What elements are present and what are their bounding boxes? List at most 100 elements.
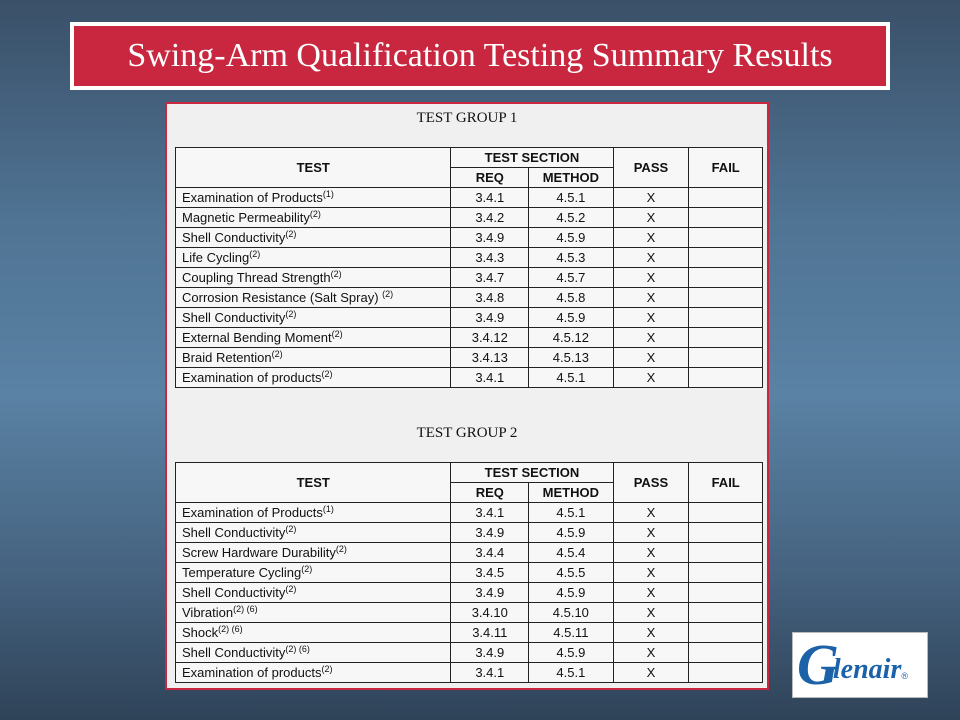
group-1-title: TEST GROUP 1 bbox=[416, 110, 518, 126]
cell-req: 3.4.9 bbox=[450, 227, 530, 248]
footnote-ref: (2) bbox=[285, 583, 297, 594]
cell-pass: X bbox=[612, 662, 690, 683]
cell-fail bbox=[688, 662, 763, 683]
cell-pass: X bbox=[612, 367, 690, 388]
cell-method: 4.5.1 bbox=[528, 367, 614, 388]
cell-req: 3.4.7 bbox=[450, 267, 530, 288]
cell-req: 3.4.11 bbox=[450, 622, 530, 643]
cell-pass: X bbox=[612, 247, 690, 268]
cell-pass: X bbox=[612, 307, 690, 328]
test-name: Examination of products bbox=[182, 664, 322, 680]
test-name: Shell Conductivity bbox=[182, 644, 286, 660]
cell-test: Vibration(2) (6) bbox=[174, 602, 452, 623]
test-name: Vibration bbox=[182, 604, 234, 620]
cell-method: 4.5.1 bbox=[528, 187, 614, 208]
cell-test: Shell Conductivity(2) bbox=[174, 227, 452, 248]
cell-test: Temperature Cycling(2) bbox=[174, 562, 452, 583]
cell-req: 3.4.2 bbox=[450, 207, 530, 228]
table-row: Shell Conductivity(2) 3.4.9 4.5.9 X bbox=[174, 307, 763, 328]
cell-fail bbox=[688, 642, 763, 663]
cell-req: 3.4.9 bbox=[450, 642, 530, 663]
cell-method: 4.5.2 bbox=[528, 207, 614, 228]
cell-fail bbox=[688, 622, 763, 643]
logo-initial: G bbox=[797, 632, 839, 697]
cell-pass: X bbox=[612, 267, 690, 288]
header-req: REQ bbox=[450, 167, 530, 188]
cell-test: Screw Hardware Durability(2) bbox=[174, 542, 452, 563]
cell-test: Examination of products(2) bbox=[174, 367, 452, 388]
cell-test: Coupling Thread Strength(2) bbox=[174, 267, 452, 288]
header-fail: FAIL bbox=[688, 462, 763, 503]
cell-method: 4.5.12 bbox=[528, 327, 614, 348]
cell-pass: X bbox=[612, 207, 690, 228]
cell-pass: X bbox=[612, 582, 690, 603]
group-2-body: Examination of Products(1) 3.4.1 4.5.1 X She… bbox=[174, 502, 763, 683]
footnote-ref: (2) bbox=[301, 563, 313, 574]
footnote-ref: (2) bbox=[330, 268, 342, 279]
test-name: Shell Conductivity bbox=[182, 309, 286, 325]
test-name: Shell Conductivity bbox=[182, 229, 286, 245]
cell-test: Shock(2) (6) bbox=[174, 622, 452, 643]
table-row: Examination of Products(1) 3.4.1 4.5.1 X bbox=[174, 187, 763, 208]
footnote-ref: (2) bbox=[309, 208, 321, 219]
header-pass: PASS bbox=[612, 147, 690, 188]
table-row: Braid Retention(2) 3.4.13 4.5.13 X bbox=[174, 347, 763, 368]
cell-fail bbox=[688, 267, 763, 288]
group-1-body: Examination of Products(1) 3.4.1 4.5.1 X Mag… bbox=[174, 187, 763, 388]
cell-method: 4.5.9 bbox=[528, 642, 614, 663]
cell-fail bbox=[688, 562, 763, 583]
cell-req: 3.4.3 bbox=[450, 247, 530, 268]
header-fail: FAIL bbox=[688, 147, 763, 188]
cell-method: 4.5.3 bbox=[528, 247, 614, 268]
cell-pass: X bbox=[612, 602, 690, 623]
cell-pass: X bbox=[612, 287, 690, 308]
table-row: Life Cycling(2) 3.4.3 4.5.3 X bbox=[174, 247, 763, 268]
cell-pass: X bbox=[612, 542, 690, 563]
cell-fail bbox=[688, 602, 763, 623]
cell-method: 4.5.5 bbox=[528, 562, 614, 583]
cell-test: Shell Conductivity(2) (6) bbox=[174, 642, 452, 663]
cell-req: 3.4.1 bbox=[450, 187, 530, 208]
table-row: Coupling Thread Strength(2) 3.4.7 4.5.7 X bbox=[174, 267, 763, 288]
cell-fail bbox=[688, 542, 763, 563]
cell-fail bbox=[688, 247, 763, 268]
table-row: Shell Conductivity(2) 3.4.9 4.5.9 X bbox=[174, 227, 763, 248]
document-panel: TEST GROUP 1 TEST TEST SECTION PASS FAIL… bbox=[165, 102, 769, 690]
table-row: Shell Conductivity(2) 3.4.9 4.5.9 X bbox=[174, 522, 763, 543]
header-method: METHOD bbox=[528, 482, 614, 503]
cell-fail bbox=[688, 327, 763, 348]
cell-pass: X bbox=[612, 522, 690, 543]
test-name: Screw Hardware Durability bbox=[182, 544, 336, 560]
cell-pass: X bbox=[612, 187, 690, 208]
cell-req: 3.4.4 bbox=[450, 542, 530, 563]
cell-method: 4.5.7 bbox=[528, 267, 614, 288]
table-row: External Bending Moment(2) 3.4.12 4.5.12 X bbox=[174, 327, 763, 348]
cell-test: Examination of Products(1) bbox=[174, 502, 452, 523]
cell-req: 3.4.12 bbox=[450, 327, 530, 348]
footnote-ref: (2) (6) bbox=[233, 603, 258, 614]
cell-test: Magnetic Permeability(2) bbox=[174, 207, 452, 228]
cell-pass: X bbox=[612, 347, 690, 368]
test-name: Magnetic Permeability bbox=[182, 209, 310, 225]
cell-method: 4.5.4 bbox=[528, 542, 614, 563]
cell-req: 3.4.13 bbox=[450, 347, 530, 368]
cell-req: 3.4.9 bbox=[450, 522, 530, 543]
footnote-ref: (2) bbox=[335, 543, 347, 554]
cell-pass: X bbox=[612, 327, 690, 348]
table-row: Examination of products(2) 3.4.1 4.5.1 X bbox=[174, 662, 763, 683]
test-name: Shock bbox=[182, 624, 219, 640]
cell-fail bbox=[688, 522, 763, 543]
table-row: Shock(2) (6) 3.4.11 4.5.11 X bbox=[174, 622, 763, 643]
test-name: Temperature Cycling bbox=[182, 564, 302, 580]
cell-req: 3.4.1 bbox=[450, 367, 530, 388]
footnote-ref: (1) bbox=[322, 503, 334, 514]
cell-fail bbox=[688, 307, 763, 328]
footnote-ref: (2) bbox=[271, 348, 283, 359]
cell-test: Life Cycling(2) bbox=[174, 247, 452, 268]
cell-pass: X bbox=[612, 622, 690, 643]
cell-test: Shell Conductivity(2) bbox=[174, 522, 452, 543]
footnote-ref: (2) bbox=[331, 328, 343, 339]
cell-test: Shell Conductivity(2) bbox=[174, 307, 452, 328]
cell-method: 4.5.10 bbox=[528, 602, 614, 623]
cell-method: 4.5.11 bbox=[528, 622, 614, 643]
